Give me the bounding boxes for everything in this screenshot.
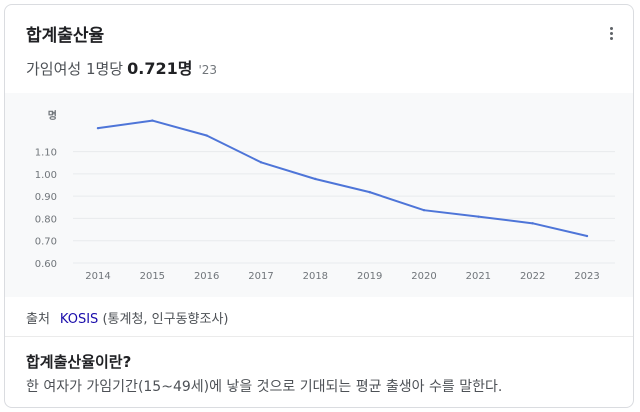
- y-tick-label: 1.00: [35, 170, 57, 181]
- y-tick-label: 1.10: [35, 148, 57, 159]
- x-tick-label: 2015: [140, 271, 165, 282]
- data-point: [477, 215, 480, 218]
- x-tick-label: 2020: [411, 271, 436, 282]
- knowledge-card: 합계출산율 가임여성 1명당 0.721명 '23 1.10 1.00 0.90 0.80…: [4, 4, 634, 408]
- data-point: [422, 208, 426, 212]
- line-chart: 1.10 1.00 0.90 0.80 0.70 0.60 명 2014 2015 2016 201…: [35, 109, 615, 282]
- y-tick-label: 0.60: [35, 259, 57, 270]
- x-tick-label: 2014: [85, 271, 110, 282]
- value-number: 0.721명: [127, 59, 193, 78]
- data-point: [205, 134, 208, 137]
- y-tick-label: 0.80: [35, 214, 57, 225]
- source-line: 출처 KOSIS (통계청, 인구동향조사): [26, 308, 229, 327]
- source-label: 출처: [26, 312, 50, 327]
- data-point: [368, 190, 371, 194]
- value-sub-label: 가임여성 1명당: [26, 60, 124, 78]
- chart-area: 1.10 1.00 0.90 0.80 0.70 0.60 명 2014 2015 2016 201…: [5, 93, 633, 297]
- definition-question: 합계출산율이란?: [26, 353, 132, 371]
- x-tick-label: 2019: [357, 271, 382, 282]
- value-year: '23: [198, 63, 218, 77]
- source-detail: (통계청, 인구동향조사): [102, 312, 229, 327]
- series-line: [97, 119, 588, 238]
- value-line: 가임여성 1명당 0.721명 '23: [26, 55, 217, 79]
- x-tick-label: 2021: [466, 271, 491, 282]
- data-point: [96, 126, 100, 130]
- x-tick-label: 2022: [520, 271, 545, 282]
- data-point: [151, 119, 154, 122]
- data-point: [314, 177, 317, 181]
- data-point: [531, 222, 534, 225]
- definition-text: 한 여자가 가임기간(15~49세)에 낳을 것으로 기대되는 평균 출생아 수…: [26, 379, 503, 395]
- x-tick-label: 2023: [574, 271, 599, 282]
- y-tick-label: 0.70: [35, 237, 57, 248]
- x-tick-label: 2018: [303, 271, 328, 282]
- y-unit-label: 명: [48, 109, 57, 122]
- more-vert-icon[interactable]: [607, 27, 615, 45]
- y-tick-label: 0.90: [35, 192, 57, 203]
- data-point: [585, 234, 589, 238]
- x-tick-label: 2017: [248, 271, 273, 282]
- divider: [5, 336, 633, 337]
- data-point: [259, 161, 263, 164]
- source-link-kosis[interactable]: KOSIS: [59, 312, 99, 327]
- x-tick-label: 2016: [194, 271, 219, 282]
- card-title: 합계출산율: [26, 26, 105, 46]
